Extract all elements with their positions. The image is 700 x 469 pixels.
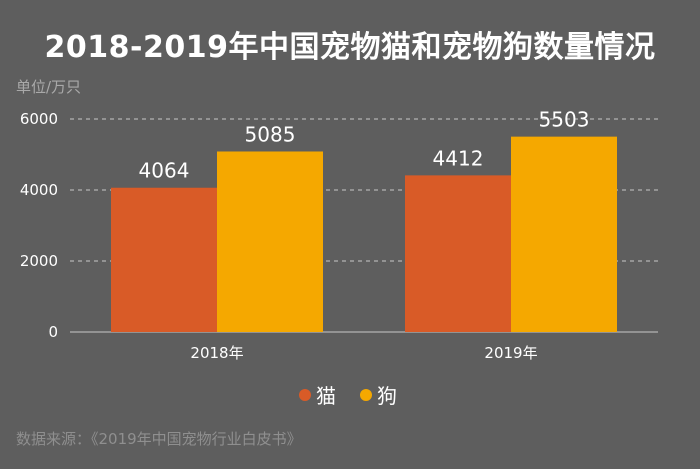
y-tick-label: 2000 [20,252,58,270]
data-label: 5503 [539,108,590,132]
bar-dog-0 [217,151,323,332]
legend-swatch-dog [360,389,372,401]
y-tick-label: 4000 [20,181,58,199]
y-unit-label: 单位/万只 [16,78,82,96]
bar-dog-1 [511,136,617,332]
bar-cat-0 [111,187,217,332]
x-category-label: 2018年 [190,344,243,362]
data-label: 5085 [245,122,296,146]
data-label: 4064 [139,159,190,183]
y-tick-label: 0 [48,323,58,341]
source-note: 数据来源：《2019年中国宠物行业白皮书》 [16,430,302,448]
legend-label: 猫 [316,384,336,408]
data-label: 4412 [433,146,484,170]
y-tick-label: 6000 [20,110,58,128]
legend-swatch-cat [299,389,311,401]
legend-label: 狗 [377,384,397,408]
chart-title: 2018-2019年中国宠物猫和宠物狗数量情况 [44,30,656,65]
x-category-label: 2019年 [484,344,537,362]
bar-cat-1 [405,175,511,332]
